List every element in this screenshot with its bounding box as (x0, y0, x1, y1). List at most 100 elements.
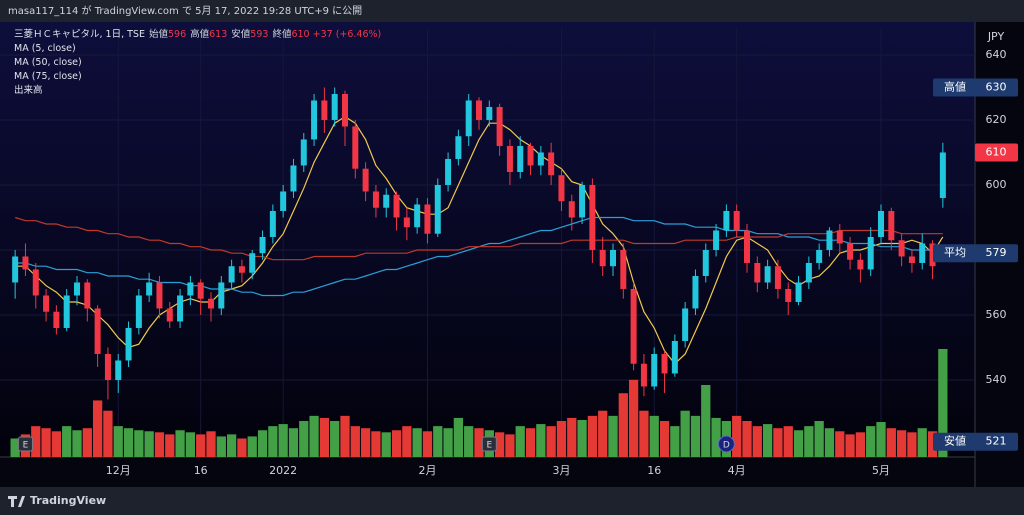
candle-body (135, 295, 142, 328)
publish-info: masa117_114 が TradingView.com で 5月 17, 2… (8, 4, 362, 17)
ohlc-name: 終値 (272, 29, 292, 40)
event-badge (481, 436, 497, 452)
volume-bar (216, 436, 226, 457)
candle-body (816, 249, 823, 263)
volume-bar (330, 421, 340, 457)
candle-body (321, 100, 328, 120)
candle-body (640, 363, 647, 387)
y-tick-label: 640 (986, 48, 1007, 61)
volume-bar (876, 422, 886, 457)
volume-bar (268, 426, 278, 457)
candle-body (280, 191, 287, 211)
volume-bar (72, 430, 82, 457)
volume-bar (773, 428, 783, 457)
volume-bar (41, 428, 51, 457)
candle-body (620, 249, 627, 289)
candle-body (393, 194, 400, 218)
volume (10, 349, 948, 457)
volume-bar (402, 426, 412, 457)
ohlc-name: 始値 (148, 29, 168, 40)
candle-body (125, 327, 132, 361)
volume-bar (257, 430, 268, 457)
volume-bar (835, 431, 845, 457)
indicator-name: MA (50, close) (14, 57, 82, 68)
candle-body (661, 353, 668, 374)
candle-body (682, 308, 689, 341)
volume-bar (31, 426, 41, 457)
volume-bar (793, 430, 804, 457)
volume-bar (494, 432, 505, 457)
volume-bar (546, 426, 556, 457)
brand-logo (8, 496, 25, 507)
candle-body (269, 210, 276, 237)
volume-bar (319, 417, 330, 457)
volume-bar (10, 438, 20, 457)
volume-bar (886, 428, 896, 457)
candle-body (486, 106, 493, 120)
y-tick-label: 600 (986, 178, 1007, 191)
candle-body (187, 282, 194, 296)
candle-body (465, 100, 472, 137)
candle-body (166, 308, 173, 322)
volume-bar (556, 421, 567, 457)
volume-bar (350, 426, 360, 457)
volume-bar (82, 428, 92, 457)
candle-body (888, 210, 895, 241)
volume-bar (896, 430, 907, 457)
volume-bar (680, 410, 690, 457)
volume-bar (732, 415, 742, 457)
candle-body (517, 145, 524, 172)
candle-body (929, 243, 936, 267)
volume-bar (917, 428, 927, 457)
candle-body (878, 210, 884, 237)
candle-body (847, 243, 854, 260)
price-label-value: 610 (986, 145, 1007, 158)
volume-bar (391, 430, 402, 457)
ohlc-value: 610 (291, 29, 310, 40)
candle-body (104, 353, 111, 380)
price-label-value: 579 (986, 246, 1007, 259)
symbol: 三菱ＨＣキャピタル, 1日, TSE (14, 29, 145, 40)
volume-bar (752, 426, 762, 457)
candle-body (218, 282, 225, 309)
candle-body (795, 282, 802, 302)
volume-bar (226, 434, 237, 457)
legend-main: 三菱ＨＣキャピタル, 1日, TSE 始値596 高値613 安値593 終値610 +… (14, 28, 381, 42)
volume-bar (371, 431, 381, 457)
candle-body (476, 100, 482, 120)
volume-bar (536, 424, 546, 457)
candle-body (785, 288, 792, 302)
volume-bar (185, 432, 196, 457)
x-tick-label: 4月 (728, 464, 746, 477)
volume-bar (515, 426, 525, 457)
candle-body (63, 295, 70, 328)
volume-bar (288, 428, 299, 457)
price-label-box (933, 432, 1018, 451)
indicator-name: MA (5, close) (14, 43, 76, 54)
candle-body (434, 184, 441, 234)
candle-body (156, 282, 163, 309)
volume-bar (628, 379, 639, 457)
ohlc-value: 593 (250, 29, 269, 40)
candle-body (548, 152, 555, 176)
candle-body (908, 256, 915, 263)
candle-body (238, 266, 245, 273)
volume-bar (123, 428, 134, 457)
ohlc: 始値596 高値613 安値593 終値610 (145, 29, 310, 40)
event-badge (717, 435, 735, 453)
event-marker: E (481, 436, 497, 452)
event-label: E (23, 441, 29, 451)
price-label-box (933, 78, 1018, 97)
volume-bar (618, 393, 628, 457)
candle-body (300, 139, 307, 166)
candle-body (403, 217, 410, 228)
candle-body (919, 243, 926, 263)
candle-body (558, 175, 565, 202)
x-tick-label: 2022 (269, 464, 297, 477)
volume-bar (762, 424, 773, 457)
volume-bar (464, 426, 474, 457)
event-badge (17, 436, 33, 452)
price-label-box (975, 143, 1018, 162)
event-marker: E (17, 436, 33, 452)
